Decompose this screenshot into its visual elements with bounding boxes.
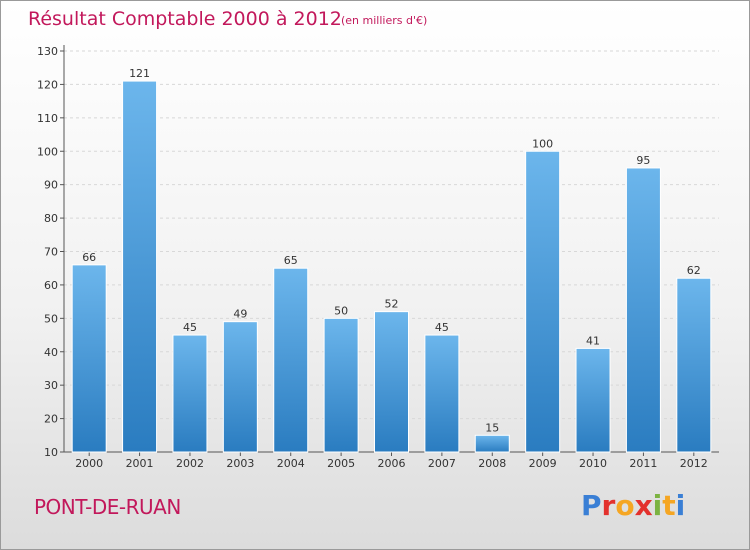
- x-tick-label: 2003: [226, 457, 254, 470]
- bar-2001: [122, 80, 158, 453]
- chart-title: Résultat Comptable 2000 à 2012: [28, 8, 342, 30]
- value-label: 15: [485, 421, 499, 434]
- brand-letter: o: [615, 489, 635, 522]
- x-tick-label: 2006: [378, 457, 406, 470]
- x-tick-label: 2010: [579, 457, 607, 470]
- bar-2007: [424, 334, 460, 453]
- commune-name: PONT-DE-RUAN: [34, 495, 181, 519]
- y-tick-label: 50: [44, 312, 58, 325]
- brand-letter: P: [581, 489, 602, 522]
- value-label: 52: [385, 298, 399, 311]
- value-label: 100: [532, 137, 553, 150]
- value-labels: 66 121 45 49 65 50 52 45 15 100 41 95 62: [82, 67, 701, 434]
- y-tick-label: 80: [44, 212, 58, 225]
- bar-2000: [71, 264, 107, 453]
- y-tick-label: 100: [37, 145, 58, 158]
- x-tick-label: 2002: [176, 457, 204, 470]
- y-tick-label: 70: [44, 246, 58, 259]
- brand-letter: r: [601, 489, 616, 522]
- x-tick-label: 2012: [680, 457, 708, 470]
- proxiti-logo[interactable]: Proxiti: [581, 489, 685, 522]
- x-tick-label: 2004: [277, 457, 305, 470]
- y-tick-label: 30: [44, 379, 58, 392]
- value-label: 49: [233, 308, 247, 321]
- value-label: 45: [435, 321, 449, 334]
- value-label: 66: [82, 251, 96, 264]
- bar-2009: [525, 150, 561, 453]
- x-tick-label: 2007: [428, 457, 456, 470]
- bar-2010: [575, 347, 611, 453]
- bar-2005: [323, 317, 359, 453]
- value-label: 45: [183, 321, 197, 334]
- x-tick-label: 2001: [126, 457, 154, 470]
- y-tick-label: 120: [37, 78, 58, 91]
- value-label: 50: [334, 304, 348, 317]
- brand-letter: t: [662, 489, 676, 522]
- value-label: 62: [687, 264, 701, 277]
- axes: 10 20 30 40 50 60 70 80 90 100 110 120 130 2000 2001 20…: [37, 45, 719, 470]
- x-tick-label: 2008: [478, 457, 506, 470]
- y-tick-label: 90: [44, 179, 58, 192]
- brand-letter: i: [675, 489, 686, 522]
- brand-letter: i: [652, 489, 663, 522]
- bar-2011: [625, 167, 661, 453]
- bar-2003: [222, 321, 258, 453]
- x-tick-label: 2005: [327, 457, 355, 470]
- bar-2008: [474, 434, 510, 453]
- y-tick-label: 20: [44, 413, 58, 426]
- y-tick-label: 110: [37, 112, 58, 125]
- x-tick-label: 2000: [75, 457, 103, 470]
- bar-2004: [273, 267, 309, 453]
- bar-2002: [172, 334, 208, 453]
- y-tick-label: 60: [44, 279, 58, 292]
- chart-subtitle: (en milliers d'€): [341, 14, 428, 27]
- value-label: 65: [284, 254, 298, 267]
- brand-letter: x: [634, 489, 653, 522]
- value-label: 95: [636, 154, 650, 167]
- value-label: 41: [586, 334, 600, 347]
- y-tick-label: 40: [44, 346, 58, 359]
- x-tick-label: 2009: [529, 457, 557, 470]
- bar-2012: [676, 277, 712, 453]
- x-tick-label: 2011: [629, 457, 657, 470]
- value-label: 121: [129, 67, 150, 80]
- y-tick-label: 130: [37, 45, 58, 58]
- y-tick-label: 10: [44, 446, 58, 459]
- bars: [71, 80, 712, 453]
- bar-2006: [374, 311, 409, 453]
